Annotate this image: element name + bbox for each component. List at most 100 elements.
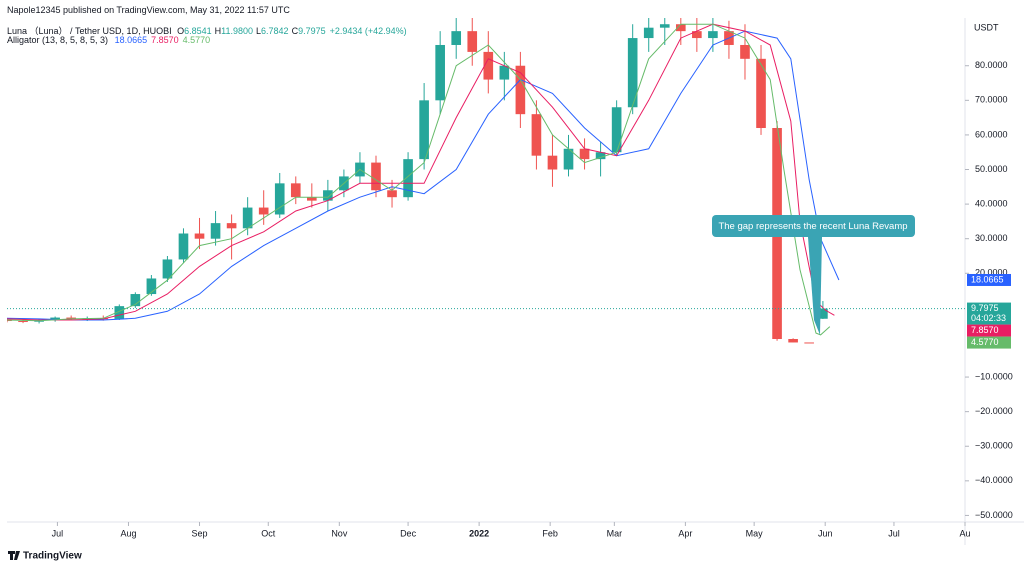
brand-name: TradingView [23,551,82,562]
indicator-value: 4.5770 [182,35,211,45]
indicator-row: Alligator (13, 8, 5, 8, 5, 3) 18.0665 7.8… [7,35,210,45]
x-tick-label: Feb [542,528,558,538]
x-tick-label: Aug [120,528,136,538]
candle-body [371,162,381,191]
ohlc-key: O [177,26,185,36]
x-tick-label: Au [959,528,970,538]
x-tick-label: Oct [261,528,276,538]
candle-body [675,24,686,32]
y-tick-label: 60.0000 [975,129,1008,139]
brand: TradingView [8,551,82,562]
candle-body [563,148,574,170]
candle-body [595,152,606,160]
price-label-box [967,324,1011,337]
candle-body [114,306,125,319]
candle-body [451,31,462,45]
candle-body [66,317,76,319]
annotation: The gap represents the recent Luna Revam… [712,215,915,335]
candle-body [643,27,654,39]
x-tick-label: 2022 [469,528,489,538]
candle-body [323,190,333,201]
candle-body [307,197,317,201]
x-tick-label: Dec [400,528,417,538]
annotation-text: The gap represents the recent Luna Revam… [718,221,907,232]
candle-body [708,31,718,39]
candle-body [435,44,445,101]
change: +2.9434 (+42.94%) [329,26,407,36]
candle-body [387,190,397,198]
candle-body [627,38,638,108]
brand-logo [8,551,20,560]
candle-body [515,65,526,115]
ohlc-value: 6.8541 [184,26,212,36]
candle-body [579,148,590,160]
indicator: Alligator (13, 8, 5, 8, 5, 3) [7,35,109,45]
x-tick-label: Jul [888,528,900,538]
annotation-arrow [808,237,822,335]
candle-body [788,339,798,343]
y-tick-label: 50.0000 [975,164,1008,174]
price-label-box [967,273,1011,286]
indicator-value: 7.8570 [151,35,179,45]
price-label-box [967,302,1011,325]
price-label-box [967,336,1011,349]
y-tick-label: 40.0000 [975,198,1008,208]
x-tick-label: Nov [331,528,348,538]
candle-body [659,24,670,28]
price-label: 4.5770 [971,337,999,347]
annotation-box [712,215,915,237]
candle-body [290,183,301,198]
candle-body [692,31,702,39]
y-tick-label: −20.0000 [975,406,1013,416]
y-tick-label: −10.0000 [975,371,1013,381]
ohlc-key: C [291,26,299,36]
price-label: 18.0665 [971,274,1004,284]
candle-body [804,342,814,344]
indicator-value: 18.0665 [114,35,148,45]
candle-body [130,294,141,307]
ohlc-key: L [256,26,262,36]
ohlc-key: H [214,26,222,36]
axis-unit: USDT [974,22,999,32]
candle-body [818,308,828,319]
price-label: 9.7975 [971,303,999,313]
y-tick-label: 30.0000 [975,233,1008,243]
candle-body [483,51,494,80]
candle-body [274,183,285,215]
y-tick-label: −40.0000 [975,475,1013,485]
candle-body [531,114,542,156]
candle-body [258,207,269,215]
x-tick-label: Jun [818,528,833,538]
symbol: Luna （Luna） / Tether USD, 1D, HUOBI [7,26,172,36]
candle-body [162,259,173,279]
y-tick-label: −30.0000 [975,441,1013,451]
x-tick-label: Mar [607,528,623,538]
candle-body [194,233,205,239]
x-tick-label: Jul [52,528,64,538]
candle-body [403,159,413,198]
legend-row: Luna （Luna） / Tether USD, 1D, HUOBI O6.8… [7,24,407,37]
candle-body [740,44,750,59]
y-tick-label: −50.0000 [975,510,1013,520]
candle-body [499,65,510,80]
y-tick-label: 70.0000 [975,95,1008,105]
ohlc-value: 6.7842 [261,26,289,36]
ohlc-value: 11.9800 [221,26,254,36]
y-tick-label: 20.0000 [975,268,1008,278]
candle-body [50,317,60,320]
candle-body [18,321,28,323]
indicator-line [7,30,840,321]
candle-body [210,223,221,239]
x-tick-label: Sep [192,528,208,538]
candle-body [611,107,622,153]
candle-body [178,233,189,260]
indicator-line [7,23,831,336]
price-label: 04:02:33 [971,313,1006,323]
candle-body [756,58,766,129]
x-tick-label: Apr [678,528,692,538]
ohlc-value: 9.7975 [298,26,326,36]
price-label: 7.8570 [971,325,999,335]
candle-body [547,155,558,170]
